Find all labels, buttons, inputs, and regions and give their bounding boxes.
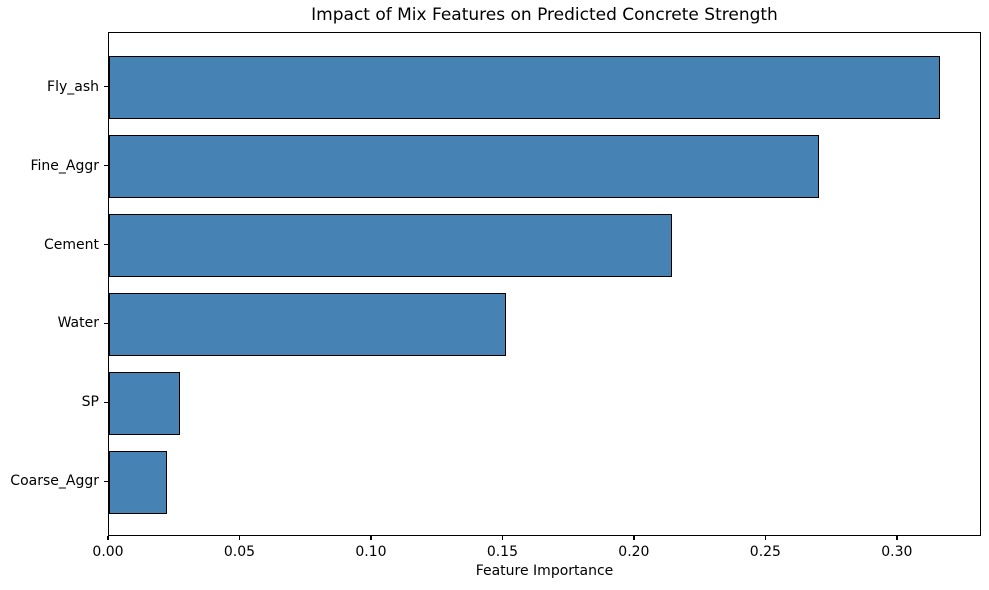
x-tick-label-0.05: 0.05 (223, 544, 256, 560)
x-tick-label-0.15: 0.15 (486, 544, 518, 560)
x-tick-label-0.00: 0.00 (92, 544, 124, 560)
x-tick-label-0.20: 0.20 (618, 544, 650, 560)
y-tick-label-sp: SP (81, 394, 99, 411)
y-axis-tick-fine-aggr (104, 164, 108, 167)
bar-fine-aggr (109, 135, 819, 198)
x-axis-tick-0.25 (764, 536, 767, 540)
x-axis-tick-0.10 (370, 536, 372, 540)
x-tick-label-0.25: 0.25 (749, 544, 781, 560)
y-tick-label-fly-ash: Fly_ash (47, 78, 99, 95)
y-axis-tick-fly-ash (104, 85, 108, 88)
x-axis-tick-0.15 (501, 536, 504, 540)
x-axis-tick-0.30 (896, 536, 898, 540)
bar-cement (109, 214, 672, 277)
bar-water (109, 292, 507, 356)
y-tick-label-fine-aggr: Fine_Aggr (30, 157, 99, 174)
x-tick-label-0.30: 0.30 (881, 544, 913, 560)
y-tick-label-cement: Cement (43, 236, 99, 253)
x-axis-tick-0.20 (633, 536, 635, 540)
chart-title: Impact of Mix Features on Predicted Conc… (311, 5, 778, 25)
x-axis-tick-0.00 (107, 536, 109, 540)
bar-fly-ash (109, 56, 940, 119)
y-axis-tick-coarse-aggr (104, 480, 108, 483)
x-axis-label: Feature Importance (475, 563, 614, 579)
y-tick-label-water: Water (57, 315, 99, 332)
y-axis-tick-sp (104, 401, 108, 404)
y-axis-tick-water (104, 322, 108, 325)
y-axis-tick-cement (104, 243, 108, 246)
y-tick-label-coarse-aggr: Coarse_Aggr (10, 473, 99, 490)
plot-area (108, 32, 981, 536)
x-axis-tick-0.05 (238, 536, 241, 540)
bar-sp (109, 371, 180, 435)
bar-coarse-aggr (109, 450, 167, 514)
x-tick-label-0.10: 0.10 (355, 544, 387, 560)
